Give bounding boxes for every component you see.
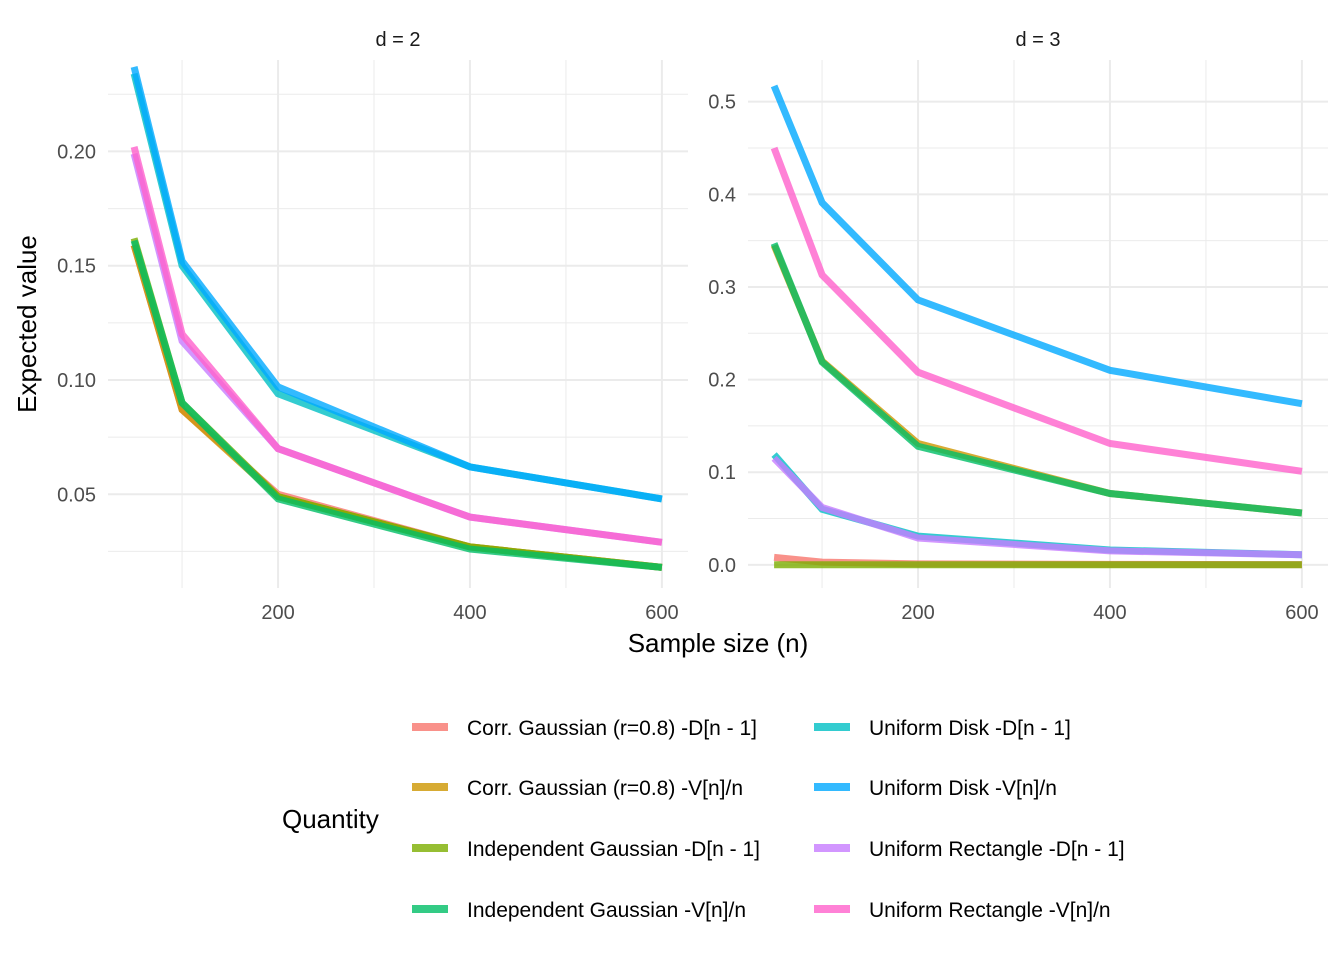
y-tick-label: 0.10 [57, 370, 96, 392]
legend-label: Corr. Gaussian (r=0.8) -D[n - 1] [467, 717, 757, 740]
y-tick-label: 0.1 [708, 462, 736, 484]
series-line [130, 239, 663, 571]
legend-label: Uniform Disk -V[n]/n [869, 777, 1057, 800]
y-tick-label: 0.05 [57, 484, 96, 506]
legend-item: Uniform Rectangle -V[n]/n [814, 899, 1111, 922]
series-line [130, 244, 663, 571]
legend-key [814, 905, 850, 913]
x-axis-title: Sample size (n) [628, 628, 809, 658]
legend-label: Corr. Gaussian (r=0.8) -V[n]/n [467, 777, 743, 800]
y-tick-label: 0.0 [708, 555, 736, 577]
series-line [130, 66, 663, 503]
panel-title: d = 2 [375, 29, 420, 51]
series-line [130, 244, 663, 571]
legend-key [412, 723, 448, 731]
legend-key [814, 723, 850, 731]
legend-key [412, 844, 448, 852]
panel-title: d = 3 [1015, 29, 1060, 51]
legend-key [412, 783, 448, 791]
legend-item: Independent Gaussian -D[n - 1] [412, 838, 760, 861]
series-line [770, 242, 1303, 517]
x-tick-label: 600 [1285, 602, 1318, 624]
legend-item: Uniform Disk -D[n - 1] [814, 717, 1071, 740]
legend-title: Quantity [282, 804, 379, 834]
legend-item: Corr. Gaussian (r=0.8) -V[n]/n [412, 777, 743, 800]
x-tick-label: 600 [645, 602, 678, 624]
legend-label: Independent Gaussian -D[n - 1] [467, 838, 760, 861]
legend-key [814, 783, 850, 791]
x-tick-label: 200 [261, 602, 294, 624]
y-tick-label: 0.5 [708, 92, 736, 114]
series-line [130, 237, 663, 571]
y-tick-label: 0.2 [708, 370, 736, 392]
legend-item: Uniform Rectangle -D[n - 1] [814, 838, 1125, 861]
x-tick-label: 200 [901, 602, 934, 624]
x-tick-label: 400 [453, 602, 486, 624]
series-line [771, 455, 1302, 559]
panel-d3: d = 3 0.0 0.1 0.2 0.3 0.4 0.5 200 400 600 [708, 29, 1328, 624]
legend: Quantity Corr. Gaussian (r=0.8) -D[n - 1… [282, 717, 1125, 922]
y-tick-label: 0.3 [708, 277, 736, 299]
x-tick-label: 400 [1093, 602, 1126, 624]
series-line [770, 84, 1303, 408]
legend-key [814, 844, 850, 852]
legend-label: Uniform Disk -D[n - 1] [869, 717, 1071, 740]
panel-d2: d = 2 0.05 0.10 0.15 0.20 200 400 600 [57, 29, 688, 624]
series-line [130, 146, 663, 546]
legend-item: Independent Gaussian -V[n]/n [412, 899, 746, 922]
legend-key [412, 905, 448, 913]
legend-label: Uniform Rectangle -D[n - 1] [869, 838, 1125, 861]
legend-item: Uniform Disk -V[n]/n [814, 777, 1057, 800]
y-tick-label: 0.15 [57, 256, 96, 278]
series-line [770, 146, 1303, 475]
y-tick-label: 0.4 [708, 184, 736, 206]
legend-label: Uniform Rectangle -V[n]/n [869, 899, 1111, 922]
y-tick-label: 0.20 [57, 141, 96, 163]
legend-label: Independent Gaussian -V[n]/n [467, 899, 746, 922]
y-axis-title: Expected value [12, 235, 42, 413]
legend-item: Corr. Gaussian (r=0.8) -D[n - 1] [412, 717, 757, 740]
